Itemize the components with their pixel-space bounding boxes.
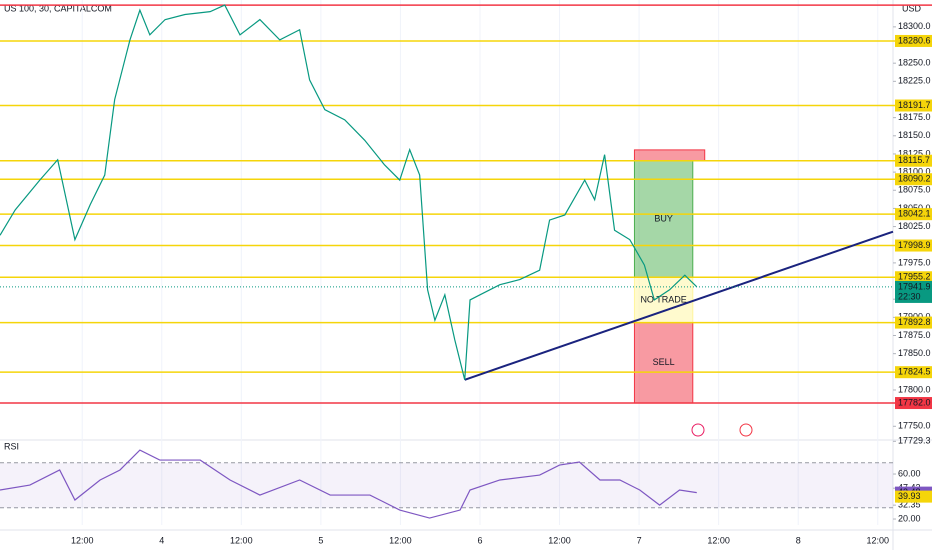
- x-tick-label: 7: [637, 535, 642, 545]
- y-tick-label: 17800.0: [898, 384, 931, 394]
- x-tick-label: 12:00: [707, 535, 730, 545]
- y-tick-label: 18250.0: [898, 58, 931, 68]
- y-tick-label: 17875.0: [898, 330, 931, 340]
- rsi-title: RSI: [4, 441, 19, 451]
- current-price-bg: [895, 280, 932, 303]
- y-tick-label: 18300.0: [898, 21, 931, 31]
- level-label: 18280.6: [898, 35, 931, 45]
- y-tick-label: 17750.0: [898, 421, 931, 431]
- level-label-bg: [895, 316, 932, 329]
- y-tick-label: 17975.0: [898, 257, 931, 267]
- trend-line: [464, 230, 894, 381]
- x-tick-label: 6: [477, 535, 482, 545]
- y-tick-label: 18050.0: [898, 203, 931, 213]
- x-tick-label: 12:00: [71, 535, 94, 545]
- level-label: 17824.5: [898, 367, 931, 377]
- level-label: 18042.1: [898, 209, 931, 219]
- level-label: 18090.2: [898, 174, 931, 184]
- rsi-line: [0, 449, 697, 519]
- level-label-bg: [895, 366, 932, 379]
- value-marker-label: 39.93: [898, 491, 921, 501]
- x-tick-label: 12:00: [230, 535, 253, 545]
- level-label-bg: [895, 239, 932, 252]
- x-tick-label: 12:00: [389, 535, 412, 545]
- level-label-bg: [895, 173, 932, 186]
- currency: USD: [902, 3, 922, 13]
- y-tick-label: 32.35: [898, 500, 921, 510]
- y-tick-label: 17850.0: [898, 348, 931, 358]
- level-label-bg: [895, 154, 932, 167]
- level-label: 17998.9: [898, 240, 931, 250]
- level-label: 18191.7: [898, 100, 931, 110]
- y-tick-label: 18100.0: [898, 166, 931, 176]
- y-tick-label: 60.00: [898, 468, 921, 478]
- zone-label: SELL: [653, 357, 675, 367]
- level-label: 17955.2: [898, 272, 931, 282]
- value-marker-bg: [895, 490, 932, 503]
- x-tick-label: 5: [318, 535, 323, 545]
- symbol-title: US 100, 30, CAPITALCOM: [4, 3, 112, 13]
- level-label-bg: [895, 99, 932, 112]
- level-label-bg: [895, 397, 932, 410]
- price-line: [0, 4, 698, 380]
- current-price-label: 17941.9: [898, 281, 931, 291]
- y-tick-label: 20.00: [898, 513, 921, 523]
- level-label-bg: [895, 34, 932, 47]
- level-label-bg: [895, 271, 932, 284]
- level-label-bg: [895, 208, 932, 221]
- y-tick-label: 17729.3: [898, 436, 931, 446]
- x-tick-label: 8: [796, 535, 801, 545]
- level-label: 17892.8: [898, 317, 931, 327]
- y-tick-label: 18225.0: [898, 76, 931, 86]
- x-tick-label: 12:00: [866, 535, 889, 545]
- event-icon[interactable]: [691, 423, 705, 437]
- level-label: 18115.7: [898, 155, 930, 165]
- y-tick-label: 18125.0: [898, 148, 931, 158]
- flag-icon[interactable]: [739, 423, 753, 437]
- countdown-label: 22:30: [898, 291, 921, 301]
- rsi-band: [0, 462, 893, 508]
- level-label: 17782.0: [898, 397, 931, 407]
- x-tick-label: 12:00: [548, 535, 571, 545]
- y-tick-label: 18025.0: [898, 221, 931, 231]
- y-tick-label: 18075.0: [898, 185, 931, 195]
- zone: [633, 149, 706, 162]
- y-tick-label: 18175.0: [898, 112, 931, 122]
- zone-label: BUY: [654, 213, 673, 223]
- y-tick-label: 18150.0: [898, 130, 931, 140]
- x-tick-label: 4: [159, 535, 164, 545]
- zone-label: NO TRADE: [640, 294, 686, 304]
- zone: [633, 160, 694, 278]
